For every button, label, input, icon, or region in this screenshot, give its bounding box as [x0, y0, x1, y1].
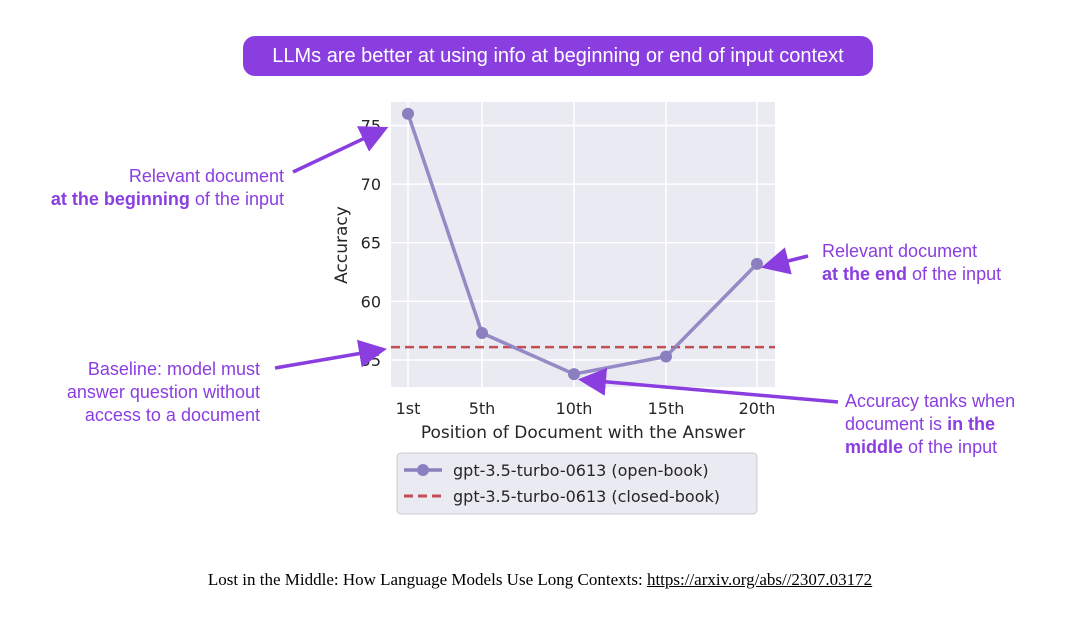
paper-link[interactable]: https://arxiv.org/abs//2307.03172 — [646, 570, 873, 589]
legend-open-book-marker — [417, 464, 429, 476]
annotation-beginning-line1: Relevant document — [128, 166, 284, 186]
annotation-middle-bold1: in the — [947, 414, 996, 434]
x-tick-label: 1st — [396, 399, 421, 418]
arrow-beginning — [292, 126, 389, 174]
arrow-end — [761, 247, 809, 275]
caption-text: Lost in the Middle: How Language Models … — [207, 570, 647, 589]
y-tick-label: 70 — [361, 175, 381, 194]
annotation-beginning-bold: at the beginning — [50, 189, 190, 209]
plot-area — [391, 102, 775, 387]
annotation-middle: Accuracy tanks when document is in the m… — [845, 390, 1045, 459]
caption: Lost in the Middle: How Language Models … — [0, 570, 1080, 590]
x-tick-label: 15th — [648, 399, 685, 418]
annotation-middle-rest: of the input — [903, 437, 998, 457]
open-book-point — [751, 257, 763, 270]
annotation-end-bold: at the end — [822, 264, 908, 284]
annotation-beginning: Relevant document at the beginning of th… — [28, 165, 284, 211]
annotation-middle-pre: Accuracy tanks when document is — [845, 391, 1016, 434]
arrow-baseline — [274, 339, 387, 370]
legend-open-book-label: gpt-3.5-turbo-0613 (open-book) — [453, 461, 709, 480]
annotation-baseline: Baseline: model must answer question wit… — [66, 359, 260, 425]
annotation-end: Relevant document at the end of the inpu… — [822, 240, 1062, 286]
open-book-point — [568, 368, 580, 381]
y-tick-label: 65 — [361, 234, 381, 253]
legend-closed-book-label: gpt-3.5-turbo-0613 (closed-book) — [453, 487, 720, 506]
arrow-middle — [578, 367, 839, 404]
y-tick-label: 60 — [361, 292, 381, 311]
annotation-beginning-rest: of the input — [189, 189, 284, 209]
headline-banner: LLMs are better at using info at beginni… — [243, 36, 873, 76]
open-book-point — [402, 107, 414, 120]
x-tick-label: 10th — [556, 399, 593, 418]
x-tick-label: 20th — [739, 399, 776, 418]
y-axis-label: Accuracy — [332, 206, 352, 284]
annotation-end-line1: Relevant document — [822, 241, 978, 261]
open-book-point — [660, 350, 672, 363]
legend: gpt-3.5-turbo-0613 (open-book) gpt-3.5-t… — [396, 452, 758, 515]
annotation-middle-bold2: middle — [845, 437, 904, 457]
x-tick-label: 5th — [469, 399, 496, 418]
x-axis-label: Position of Document with the Answer — [421, 423, 745, 443]
annotation-end-rest: of the input — [907, 264, 1002, 284]
open-book-point — [476, 327, 488, 340]
